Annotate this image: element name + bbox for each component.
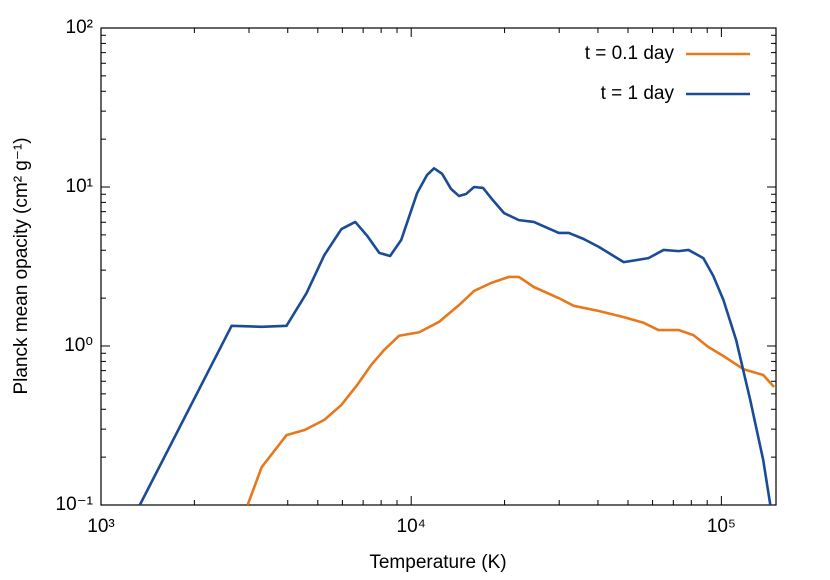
y-tick-label: 10² <box>66 17 93 38</box>
y-tick-label: 10⁰ <box>64 335 93 356</box>
legend-label: t = 0.1 day <box>585 43 675 64</box>
x-tick-label: 10⁴ <box>397 516 426 537</box>
x-tick-label: 10⁵ <box>707 516 736 537</box>
y-tick-label: 10⁻¹ <box>56 494 94 515</box>
y-tick-label: 10¹ <box>66 176 93 197</box>
plot-frame <box>100 27 777 506</box>
y-axis-label: Planck mean opacity (cm² g⁻¹) <box>11 137 32 394</box>
series-line <box>138 167 772 505</box>
x-axis-label: Temperature (K) <box>369 552 506 573</box>
x-tick-label: 10³ <box>87 516 114 537</box>
series-line <box>246 275 776 505</box>
legend-label: t = 1 day <box>601 83 675 104</box>
